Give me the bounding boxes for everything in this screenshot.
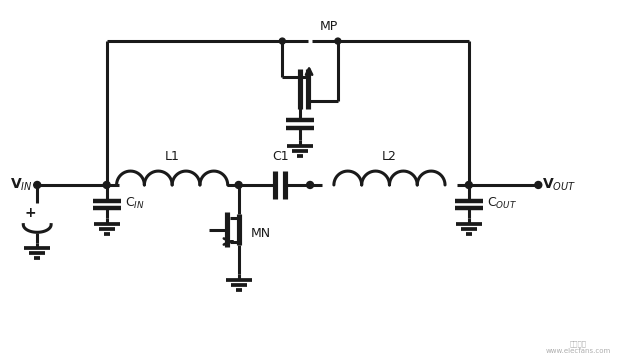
Circle shape (335, 38, 341, 44)
Text: V$_{OUT}$: V$_{OUT}$ (542, 177, 577, 193)
Circle shape (307, 181, 314, 188)
Circle shape (535, 181, 542, 188)
Text: V$_{IN}$: V$_{IN}$ (10, 177, 33, 193)
Text: 电子技术
www.elecfans.com: 电子技术 www.elecfans.com (545, 340, 611, 354)
Text: C$_{IN}$: C$_{IN}$ (125, 196, 144, 211)
Text: C1: C1 (272, 150, 289, 163)
Circle shape (103, 181, 110, 188)
Circle shape (465, 181, 472, 188)
Text: L1: L1 (164, 150, 180, 163)
Text: C$_{OUT}$: C$_{OUT}$ (486, 196, 516, 211)
Text: +: + (24, 206, 36, 220)
Text: MN: MN (250, 227, 271, 240)
Circle shape (34, 181, 41, 188)
Text: L2: L2 (382, 150, 397, 163)
Text: MP: MP (320, 20, 339, 33)
Circle shape (235, 181, 242, 188)
Circle shape (279, 38, 285, 44)
